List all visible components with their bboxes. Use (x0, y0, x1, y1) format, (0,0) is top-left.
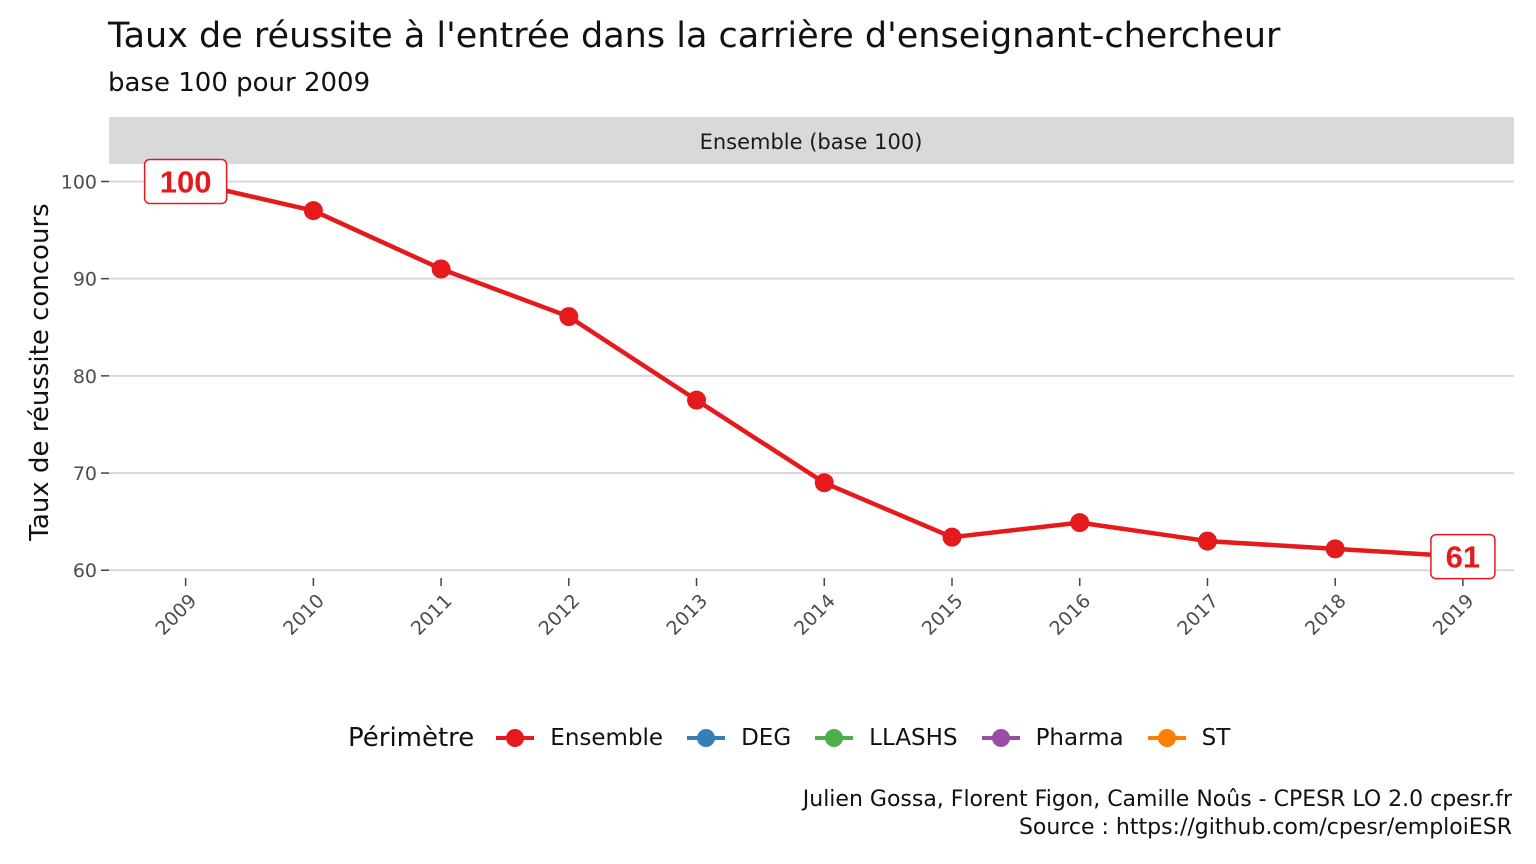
legend-label-llashs: LLASHS (869, 725, 958, 751)
data-point-2010 (303, 201, 323, 221)
annotations: 100 61 (143, 158, 1496, 580)
legend-key-pharma (980, 718, 1022, 758)
y-tick-label: 90 (73, 269, 97, 291)
facet-label: Ensemble (base 100) (700, 130, 923, 154)
legend-item-llashs: LLASHS (813, 718, 958, 758)
legend-label-pharma: Pharma (1035, 725, 1124, 751)
x-tick-label: 2018 (1301, 590, 1351, 640)
series-layer (176, 171, 1473, 567)
x-tick-label: 2017 (1173, 590, 1223, 640)
x-tick-label: 2011 (407, 590, 457, 640)
x-axis-ticks: 2009 2010 2011 2012 2013 2014 2015 2016 2017 2018… (151, 578, 1478, 640)
data-label-box-2009 (143, 158, 228, 205)
data-point-2013 (687, 390, 707, 410)
legend-key-llashs (813, 718, 855, 758)
x-tick-label: 2009 (151, 590, 201, 640)
legend-label-deg: DEG (741, 725, 792, 751)
x-tick-label: 2014 (790, 590, 840, 640)
x-tick-label: 2010 (279, 590, 329, 640)
data-point-2016 (1070, 513, 1090, 533)
y-tick-label: 70 (73, 463, 97, 485)
data-label-box-2019 (1430, 533, 1496, 580)
legend-label-st: ST (1201, 725, 1231, 751)
legend-key-ensemble (494, 718, 536, 758)
data-point-2014 (814, 473, 834, 493)
legend-key-deg (685, 718, 727, 758)
data-label-2009: 100 (160, 164, 212, 199)
x-tick-label: 2012 (535, 590, 585, 640)
chart-area: Ensemble (base 100) 60 70 80 90 100 2009 2010… (25, 117, 1514, 640)
x-tick-label: 2019 (1429, 590, 1479, 640)
caption-authors: Julien Gossa, Florent Figon, Camille Noû… (802, 787, 1512, 812)
legend-title: Périmètre (348, 723, 475, 753)
legend-item-ensemble: Ensemble (494, 718, 663, 758)
legend-item-pharma: Pharma (980, 718, 1124, 758)
x-tick-label: 2015 (918, 590, 968, 640)
y-axis-label: Taux de réussite concours (25, 203, 55, 541)
gridlines (109, 180, 1514, 572)
legend-item-st: ST (1146, 718, 1231, 758)
data-point-2011 (431, 259, 451, 279)
data-label-2019: 61 (1446, 540, 1480, 575)
legend: Périmètre Ensemble DEG LLASHS Pharma ST (348, 718, 1252, 758)
legend-label-ensemble: Ensemble (550, 725, 664, 751)
series-line-ensemble (185, 179, 1464, 559)
data-point-2012 (559, 307, 579, 327)
facet-strip (109, 117, 1514, 164)
data-point-2015 (942, 527, 962, 547)
caption-source: Source : https://github.com/cpesr/emploi… (1018, 815, 1512, 840)
x-tick-label: 2013 (662, 590, 712, 640)
x-tick-label: 2016 (1046, 590, 1096, 640)
data-point-2018 (1325, 539, 1345, 559)
y-tick-label: 60 (73, 560, 97, 582)
data-point-2017 (1197, 531, 1217, 551)
legend-item-deg: DEG (685, 718, 791, 758)
legend-key-st (1146, 718, 1188, 758)
chart-subtitle: base 100 pour 2009 (108, 68, 371, 98)
chart-title: Taux de réussite à l'entrée dans la carr… (108, 16, 1281, 56)
y-tick-label: 100 (61, 171, 97, 193)
y-tick-label: 80 (73, 366, 97, 388)
caption: Julien Gossa, Florent Figon, Camille Noû… (803, 786, 1512, 842)
y-axis-ticks: 60 70 80 90 100 (61, 171, 109, 582)
